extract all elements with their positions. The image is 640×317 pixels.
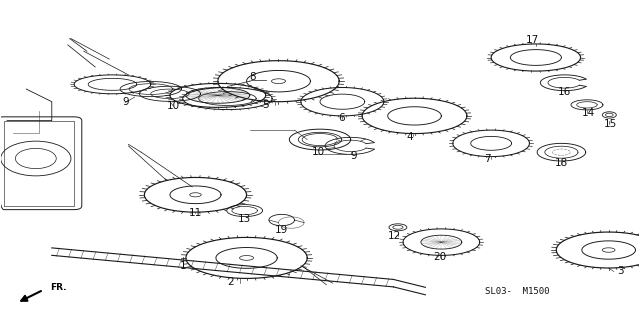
Text: 17: 17 [525,35,539,45]
Text: SL03-  M1500: SL03- M1500 [484,287,549,295]
Text: 13: 13 [238,214,252,223]
Text: 10: 10 [166,100,180,111]
Text: FR.: FR. [50,283,67,292]
Text: 7: 7 [484,154,491,164]
Text: 16: 16 [557,87,571,97]
Text: 4: 4 [406,132,413,142]
Text: 2: 2 [227,277,234,288]
Text: 6: 6 [338,113,344,123]
Text: 20: 20 [433,252,447,262]
Text: 9: 9 [122,97,129,107]
Text: 5: 5 [262,100,269,110]
Text: 3: 3 [617,266,623,276]
Text: 15: 15 [604,119,617,129]
Text: 1: 1 [179,262,186,271]
Text: 14: 14 [582,107,595,118]
Text: 19: 19 [275,225,288,235]
Text: 8: 8 [250,72,256,81]
Text: 11: 11 [189,208,202,218]
Text: 10: 10 [312,147,325,157]
Text: 18: 18 [555,158,568,168]
Text: 12: 12 [388,231,401,241]
Text: 9: 9 [350,151,356,161]
